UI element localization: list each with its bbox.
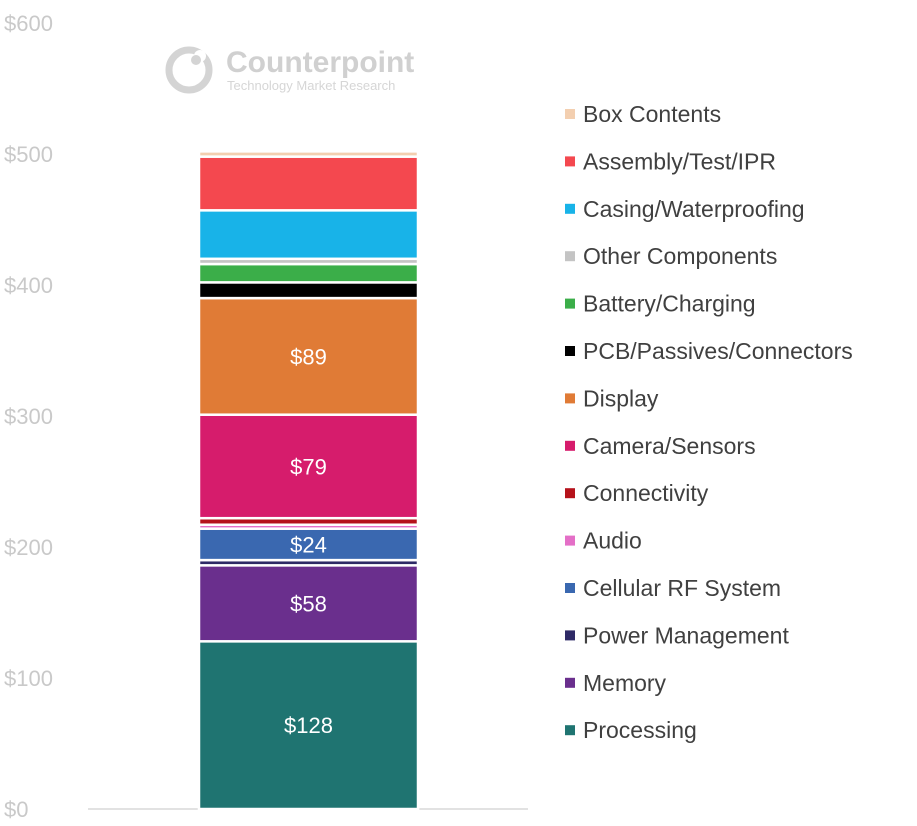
y-tick-label: $500 — [4, 142, 53, 167]
y-tick-label: $300 — [4, 404, 53, 429]
bar-segment-battery-charging — [197, 262, 420, 284]
counterpoint-logo-icon — [165, 46, 213, 94]
legend-item-camera-sensors: Camera/Sensors — [565, 433, 756, 459]
legend-swatch — [565, 440, 575, 451]
y-axis: $0 $100 $200 $300 $400 $500 $600 — [4, 11, 53, 822]
legend-item-cellular-rf-system: Cellular RF System — [565, 575, 781, 601]
segment-value-label-cellular-rf-system: $24 — [290, 532, 327, 557]
legend-item-box-contents: Box Contents — [565, 101, 721, 127]
legend-label: Display — [583, 385, 659, 411]
legend: Box Contents Assembly/Test/IPR Casing/Wate… — [565, 101, 853, 743]
legend-label: Audio — [583, 528, 642, 554]
legend-item-memory: Memory — [565, 670, 667, 696]
legend-swatch — [565, 535, 575, 546]
legend-label: Memory — [583, 670, 667, 696]
legend-label: Power Management — [583, 622, 789, 648]
bar-segment-casing-waterproofing — [197, 209, 420, 261]
segment-value-label-camera-sensors: $79 — [290, 454, 327, 479]
legend-swatch — [565, 677, 575, 688]
bar-segment-box-contents — [197, 150, 420, 158]
legend-swatch — [565, 346, 575, 356]
bar-segment-camera-sensors — [197, 413, 420, 520]
legend-swatch — [565, 630, 575, 641]
segment-value-label-memory: $58 — [290, 591, 327, 616]
legend-label: Cellular RF System — [583, 575, 781, 601]
bar-segment-display — [197, 296, 420, 416]
legend-swatch — [565, 251, 575, 262]
logo-name: Counterpoint — [226, 46, 414, 79]
legend-label: Connectivity — [583, 480, 709, 506]
segment-value-label-display: $89 — [290, 344, 327, 369]
bar-segment-processing — [197, 640, 420, 811]
y-tick-label: $400 — [4, 273, 53, 298]
legend-item-audio: Audio — [565, 528, 642, 554]
bar-segment-pcb-passives-connectors — [197, 281, 420, 300]
legend-item-display: Display — [565, 385, 659, 411]
bar-segment-assembly-test-ipr — [197, 155, 420, 212]
legend-label: Box Contents — [583, 101, 721, 127]
legend-swatch — [565, 109, 575, 119]
y-tick-label: $200 — [4, 535, 53, 560]
y-tick-label: $600 — [4, 11, 53, 36]
logo-tagline: Technology Market Research — [227, 78, 395, 93]
y-tick-label: $100 — [4, 666, 53, 691]
y-tick-label: $0 — [4, 797, 28, 822]
legend-label: Camera/Sensors — [583, 433, 756, 459]
legend-label: PCB/Passives/Connectors — [583, 338, 853, 364]
legend-item-connectivity: Connectivity — [565, 480, 709, 506]
legend-item-power-management: Power Management — [565, 622, 789, 648]
stacked-bar: $128 $58 $24 $79 $89 — [197, 150, 420, 811]
legend-swatch — [565, 203, 575, 214]
legend-item-pcb-passives-connectors: PCB/Passives/Connectors — [565, 338, 853, 364]
legend-swatch — [565, 583, 575, 593]
legend-item-other-components: Other Components — [565, 243, 777, 269]
legend-label: Other Components — [583, 243, 777, 269]
legend-swatch — [565, 725, 575, 736]
legend-item-battery-charging: Battery/Charging — [565, 291, 756, 317]
counterpoint-watermark: Counterpoint Technology Market Research — [165, 46, 414, 94]
legend-item-casing-waterproofing: Casing/Waterproofing — [565, 196, 805, 222]
legend-item-processing: Processing — [565, 717, 697, 743]
bar-segment-memory — [197, 564, 420, 643]
legend-swatch — [565, 393, 575, 404]
legend-label: Assembly/Test/IPR — [583, 148, 776, 174]
legend-label: Casing/Waterproofing — [583, 196, 805, 222]
legend-label: Processing — [583, 717, 697, 743]
segment-value-label-processing: $128 — [284, 713, 333, 738]
legend-swatch — [565, 298, 575, 309]
legend-label: Battery/Charging — [583, 291, 756, 317]
legend-swatch — [565, 488, 575, 499]
legend-swatch — [565, 156, 575, 167]
legend-item-assembly-test-ipr: Assembly/Test/IPR — [565, 148, 776, 174]
